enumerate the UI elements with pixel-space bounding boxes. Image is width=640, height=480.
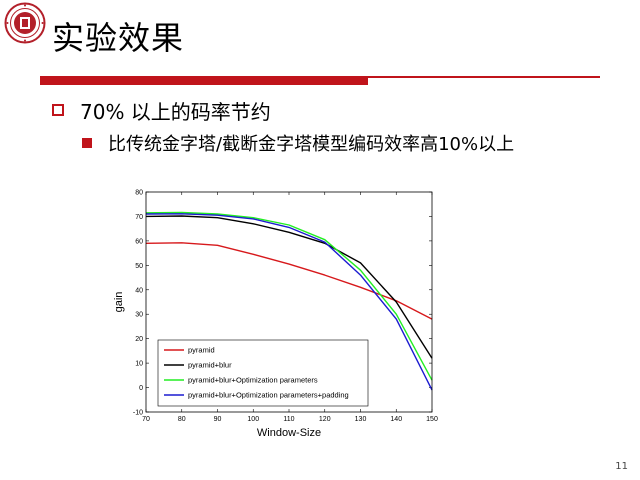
university-logo bbox=[4, 2, 46, 44]
legend-box bbox=[157, 339, 369, 407]
y-axis-ticks: -10 0 10 20 30 40 50 60 70 80 bbox=[133, 190, 432, 417]
x-tick-label: 120 bbox=[319, 416, 331, 423]
legend-label: pyramid bbox=[188, 346, 215, 355]
bullet-2-text: 比传统金字塔/截断金字塔模型编码效率高10%以上 bbox=[108, 134, 515, 155]
y-tick-label: 80 bbox=[135, 190, 143, 197]
chart-legend: pyramid pyramid+blur pyramid+blur+Optimiza… bbox=[157, 339, 369, 407]
x-axis-ticks: 70 80 90 100 110 120 130 140 150 bbox=[142, 192, 438, 423]
x-tick-label: 130 bbox=[355, 416, 367, 423]
y-tick-label: 30 bbox=[135, 312, 143, 319]
page-number: 11 bbox=[615, 461, 628, 472]
x-tick-label: 100 bbox=[247, 416, 259, 423]
series-line-2 bbox=[145, 215, 433, 359]
series-line-3 bbox=[145, 211, 433, 381]
x-tick-label: 150 bbox=[426, 416, 438, 423]
x-tick-label: 140 bbox=[390, 416, 402, 423]
title-rule bbox=[40, 76, 600, 78]
y-axis-label: gain bbox=[113, 292, 125, 313]
x-tick-label: 70 bbox=[142, 416, 150, 423]
y-tick-label: 50 bbox=[135, 263, 143, 270]
bullet-level-2: 比传统金字塔/截断金字塔模型编码效率高10%以上 bbox=[82, 131, 514, 155]
y-tick-label: 60 bbox=[135, 238, 143, 245]
legend-label: pyramid+blur bbox=[188, 361, 232, 370]
slide-title: 实验效果 bbox=[52, 19, 185, 57]
legend-entries: pyramid pyramid+blur pyramid+blur+Optimiza… bbox=[164, 346, 349, 400]
bullet-level-1: 70% 以上的码率节约 bbox=[52, 98, 271, 124]
legend-label: pyramid+blur+Optimization parameters+pad… bbox=[188, 391, 349, 400]
title-rule-accent bbox=[40, 78, 368, 85]
y-tick-label: 20 bbox=[135, 336, 143, 343]
series-line-1 bbox=[145, 242, 433, 320]
y-tick-label: 10 bbox=[135, 361, 143, 368]
y-tick-label: 40 bbox=[135, 287, 143, 294]
hollow-square-bullet-icon bbox=[52, 104, 64, 116]
y-tick-label: 70 bbox=[135, 214, 143, 221]
plot-frame bbox=[145, 191, 433, 413]
series-line-4 bbox=[145, 213, 433, 391]
filled-square-bullet-icon bbox=[82, 138, 92, 148]
x-tick-label: 80 bbox=[178, 416, 186, 423]
gain-line-chart: -10 0 10 20 30 40 50 60 70 80 70 80 90 100 110 120 130 1… bbox=[113, 190, 438, 440]
y-tick-label: 0 bbox=[139, 385, 143, 392]
legend-label: pyramid+blur+Optimization parameters bbox=[188, 376, 318, 385]
y-tick-label: -10 bbox=[133, 410, 143, 417]
series-lines bbox=[145, 211, 433, 391]
x-tick-label: 90 bbox=[214, 416, 222, 423]
x-tick-label: 110 bbox=[283, 416, 294, 423]
x-axis-label: Window-Size bbox=[257, 427, 321, 439]
bullet-1-text: 70% 以上的码率节约 bbox=[80, 99, 271, 124]
